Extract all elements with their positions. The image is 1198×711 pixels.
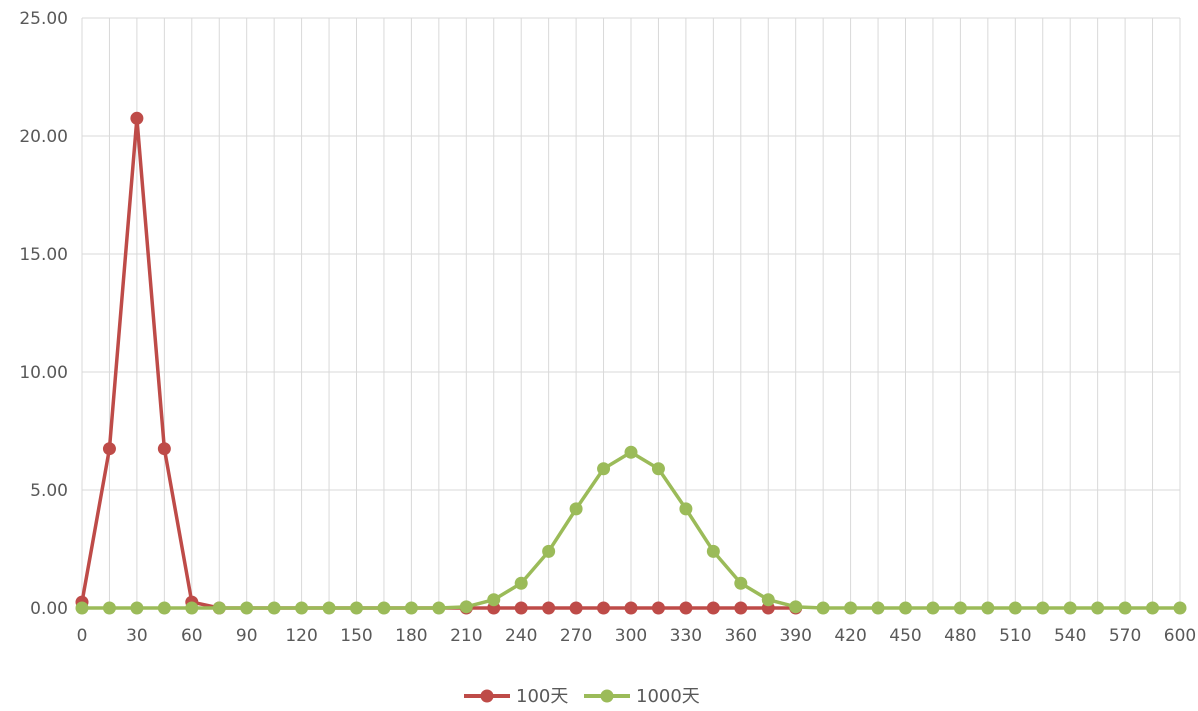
data-point bbox=[542, 601, 556, 615]
x-tick-label: 570 bbox=[1109, 626, 1141, 646]
data-point bbox=[514, 576, 528, 590]
data-point bbox=[816, 601, 830, 615]
data-point bbox=[1173, 601, 1187, 615]
legend-label-1: 1000天 bbox=[636, 686, 700, 707]
x-tick-label: 510 bbox=[999, 626, 1031, 646]
data-point bbox=[157, 601, 171, 615]
legend-marker-0 bbox=[480, 689, 494, 703]
data-point bbox=[569, 601, 583, 615]
x-tick-label: 480 bbox=[944, 626, 976, 646]
data-point bbox=[624, 601, 638, 615]
y-tick-label: 0.00 bbox=[30, 599, 68, 619]
y-tick-label: 15.00 bbox=[19, 245, 68, 265]
x-tick-label: 150 bbox=[340, 626, 372, 646]
data-point bbox=[761, 593, 775, 607]
data-point bbox=[75, 601, 89, 615]
data-point bbox=[1118, 601, 1132, 615]
x-tick-label: 390 bbox=[779, 626, 811, 646]
data-point bbox=[102, 442, 116, 456]
y-tick-label: 20.00 bbox=[19, 127, 68, 147]
x-tick-label: 240 bbox=[505, 626, 537, 646]
data-point bbox=[597, 601, 611, 615]
data-point bbox=[734, 576, 748, 590]
x-tick-label: 420 bbox=[834, 626, 866, 646]
x-tick-label: 30 bbox=[126, 626, 148, 646]
data-point bbox=[212, 601, 226, 615]
legend-marker-1 bbox=[600, 689, 614, 703]
data-point bbox=[1091, 601, 1105, 615]
x-tick-label: 450 bbox=[889, 626, 921, 646]
x-tick-label: 60 bbox=[181, 626, 203, 646]
y-tick-label: 10.00 bbox=[19, 363, 68, 383]
data-point bbox=[350, 601, 363, 615]
data-point bbox=[102, 601, 116, 615]
data-point bbox=[734, 601, 748, 615]
data-point bbox=[404, 601, 418, 615]
data-point bbox=[899, 601, 912, 615]
x-tick-label: 120 bbox=[285, 626, 317, 646]
data-point bbox=[377, 601, 391, 615]
data-point bbox=[1146, 601, 1160, 615]
data-point bbox=[514, 601, 528, 615]
data-point bbox=[651, 462, 665, 476]
data-point bbox=[295, 601, 309, 615]
data-point bbox=[1036, 601, 1050, 615]
data-point bbox=[679, 601, 693, 615]
data-point bbox=[459, 600, 473, 614]
data-point bbox=[597, 462, 611, 476]
x-tick-label: 330 bbox=[670, 626, 702, 646]
data-point bbox=[267, 601, 281, 615]
data-point bbox=[569, 502, 583, 516]
data-point bbox=[322, 601, 336, 615]
y-tick-label: 25.00 bbox=[19, 9, 68, 29]
x-tick-label: 210 bbox=[450, 626, 482, 646]
y-tick-label: 5.00 bbox=[30, 481, 68, 501]
data-point bbox=[844, 601, 858, 615]
data-point bbox=[624, 445, 638, 459]
x-tick-label: 600 bbox=[1164, 626, 1196, 646]
data-point bbox=[185, 601, 199, 615]
data-point bbox=[130, 111, 144, 125]
x-tick-label: 270 bbox=[560, 626, 592, 646]
x-tick-label: 180 bbox=[395, 626, 427, 646]
x-tick-label: 90 bbox=[236, 626, 258, 646]
x-tick-label: 300 bbox=[615, 626, 647, 646]
data-point bbox=[1063, 601, 1077, 615]
x-tick-label: 360 bbox=[725, 626, 757, 646]
data-point bbox=[487, 593, 501, 607]
data-point bbox=[240, 601, 254, 615]
data-point bbox=[789, 600, 803, 614]
data-point bbox=[981, 601, 995, 615]
data-point bbox=[1008, 601, 1022, 615]
data-point bbox=[679, 502, 693, 516]
data-point bbox=[871, 601, 885, 615]
data-point bbox=[706, 601, 720, 615]
data-point bbox=[651, 601, 665, 615]
data-point bbox=[432, 601, 446, 615]
data-point bbox=[130, 601, 144, 615]
data-point bbox=[706, 544, 720, 558]
x-tick-label: 0 bbox=[77, 626, 88, 646]
x-tick-label: 540 bbox=[1054, 626, 1086, 646]
data-point bbox=[926, 601, 940, 615]
data-point bbox=[953, 601, 967, 615]
data-point bbox=[542, 544, 556, 558]
legend-label-0: 100天 bbox=[516, 686, 568, 707]
data-point bbox=[157, 442, 171, 456]
